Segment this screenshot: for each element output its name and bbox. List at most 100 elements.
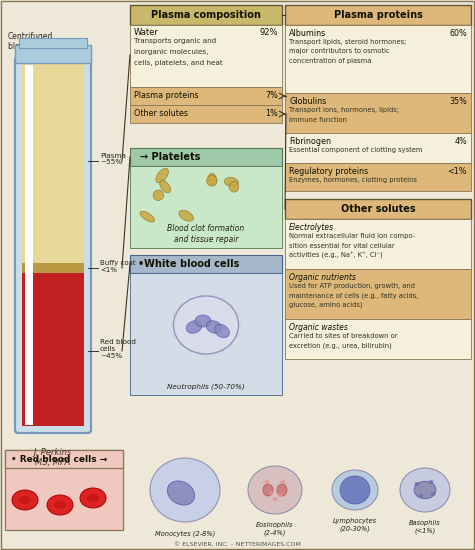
Text: 1%: 1% [265, 109, 278, 118]
Circle shape [178, 338, 186, 346]
Text: Blood clot formation
and tissue repair: Blood clot formation and tissue repair [167, 224, 245, 244]
Ellipse shape [428, 480, 434, 484]
Circle shape [173, 312, 181, 320]
Bar [130, 148, 282, 166]
Ellipse shape [207, 175, 217, 186]
Bar [5, 450, 123, 530]
Bar [130, 105, 282, 123]
Text: Buffy coat
<1%: Buffy coat <1% [100, 260, 136, 272]
Bar [285, 133, 471, 163]
Circle shape [218, 298, 226, 306]
Bar [285, 199, 471, 219]
Ellipse shape [87, 494, 99, 502]
Text: <1%: <1% [447, 167, 467, 176]
Text: cells, platelets, and heat: cells, platelets, and heat [134, 60, 223, 66]
Text: Transports organic and: Transports organic and [134, 38, 216, 44]
Text: Lymphocytes
(20-30%): Lymphocytes (20-30%) [333, 518, 377, 532]
Text: J. Perkins
MS, MFA: J. Perkins MS, MFA [34, 448, 72, 467]
Ellipse shape [173, 296, 238, 354]
Text: Organic wastes: Organic wastes [289, 323, 348, 332]
Bar [285, 219, 471, 269]
Ellipse shape [215, 324, 229, 338]
Text: Basophils
(<1%): Basophils (<1%) [409, 520, 441, 534]
Text: Neutrophils (50-70%): Neutrophils (50-70%) [167, 384, 245, 390]
Text: 4%: 4% [454, 137, 467, 146]
Circle shape [231, 330, 239, 338]
Bar [285, 25, 471, 93]
Text: Centrifuged
blood sample: Centrifuged blood sample [8, 32, 59, 51]
Text: Plasma proteins: Plasma proteins [333, 10, 422, 20]
Ellipse shape [265, 480, 269, 484]
Ellipse shape [54, 501, 66, 509]
Text: Used for ATP production, growth, and: Used for ATP production, growth, and [289, 283, 415, 289]
Ellipse shape [277, 484, 287, 496]
Bar [130, 273, 282, 395]
Text: major contributors to osmotic: major contributors to osmotic [289, 48, 390, 54]
Text: • Red blood cells →: • Red blood cells → [11, 454, 107, 464]
Text: Transport lipids, steroid hormones;: Transport lipids, steroid hormones; [289, 39, 406, 45]
Ellipse shape [167, 481, 195, 505]
Ellipse shape [418, 494, 424, 498]
Circle shape [187, 344, 194, 353]
Ellipse shape [229, 182, 238, 192]
Ellipse shape [273, 497, 277, 501]
Text: Other solutes: Other solutes [134, 109, 188, 118]
Bar [130, 5, 282, 25]
Circle shape [218, 344, 226, 353]
Ellipse shape [153, 190, 163, 201]
Circle shape [187, 298, 194, 306]
Ellipse shape [206, 321, 222, 333]
Text: 7%: 7% [265, 91, 278, 101]
Bar [285, 93, 471, 133]
Ellipse shape [150, 458, 220, 522]
Bar [130, 87, 282, 105]
Ellipse shape [414, 481, 436, 499]
Circle shape [226, 338, 234, 346]
Text: maintenance of cells (e.g., fatty acids,: maintenance of cells (e.g., fatty acids, [289, 293, 418, 299]
Bar [130, 25, 282, 87]
Text: Enzymes, hormones, clotting proteins: Enzymes, hormones, clotting proteins [289, 177, 417, 183]
Text: Albumins: Albumins [289, 29, 326, 38]
Circle shape [233, 321, 241, 329]
FancyBboxPatch shape [15, 57, 91, 433]
Ellipse shape [400, 468, 450, 512]
Text: Red blood
cells
~45%: Red blood cells ~45% [100, 339, 136, 359]
Text: sition essential for vital cellular: sition essential for vital cellular [289, 243, 395, 249]
Text: glucose, amino acids): glucose, amino acids) [289, 302, 362, 309]
Ellipse shape [268, 491, 274, 495]
Bar [285, 319, 471, 359]
Text: Transport ions, hormones, lipids;: Transport ions, hormones, lipids; [289, 107, 399, 113]
Circle shape [208, 294, 215, 302]
Text: Eosinophils
(2-4%): Eosinophils (2-4%) [256, 522, 294, 536]
Bar [22, 273, 84, 426]
Bar [22, 263, 84, 273]
Text: Electrolytes: Electrolytes [289, 223, 334, 232]
Ellipse shape [12, 490, 38, 510]
Text: Monocytes (2-8%): Monocytes (2-8%) [155, 530, 215, 537]
Circle shape [171, 321, 179, 329]
Text: Fibrinogen: Fibrinogen [289, 137, 331, 146]
Text: Plasma proteins: Plasma proteins [134, 91, 199, 101]
Text: Normal extracellular fluid ion compo-: Normal extracellular fluid ion compo- [289, 233, 415, 239]
Ellipse shape [179, 210, 193, 221]
Text: Globulins: Globulins [289, 97, 326, 106]
Text: activities (e.g., Na⁺, K⁺, Cl⁻): activities (e.g., Na⁺, K⁺, Cl⁻) [289, 252, 383, 259]
Ellipse shape [19, 496, 31, 504]
Ellipse shape [156, 168, 169, 183]
Text: Regulatory proteins: Regulatory proteins [289, 167, 368, 176]
Circle shape [208, 348, 215, 356]
Ellipse shape [186, 321, 202, 333]
Text: inorganic molecules,: inorganic molecules, [134, 49, 209, 55]
Bar [130, 166, 282, 248]
Circle shape [226, 304, 234, 312]
Text: 92%: 92% [259, 28, 278, 37]
Bar [19, 38, 87, 48]
Circle shape [231, 312, 239, 320]
Ellipse shape [340, 476, 370, 504]
Ellipse shape [332, 470, 378, 510]
Text: Other solutes: Other solutes [341, 204, 415, 214]
Text: 35%: 35% [449, 97, 467, 106]
Text: Carried to sites of breakdown or: Carried to sites of breakdown or [289, 333, 398, 339]
Circle shape [178, 304, 186, 312]
Bar [22, 63, 84, 263]
